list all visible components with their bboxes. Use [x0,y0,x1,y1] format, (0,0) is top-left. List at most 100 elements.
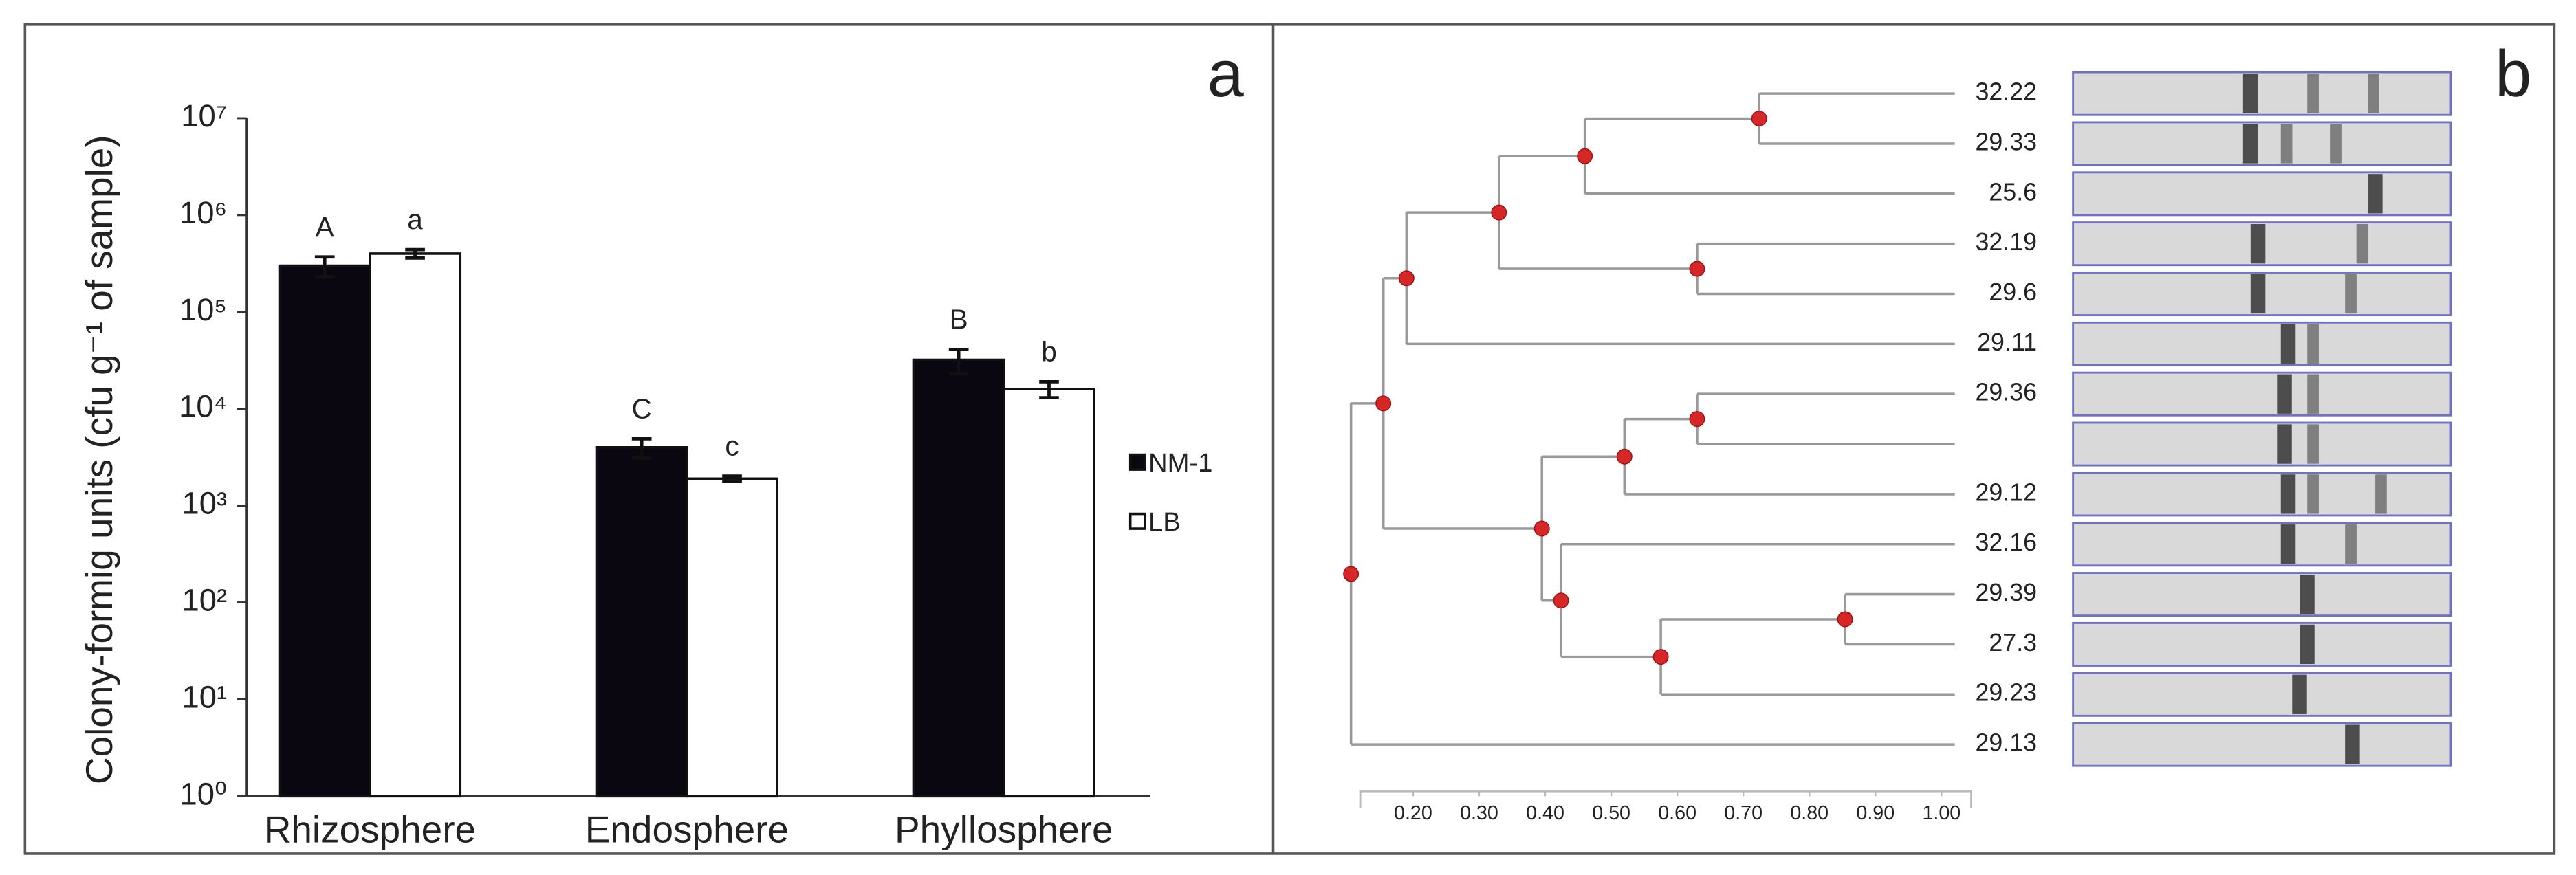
y-tick-label: 10² [182,583,228,618]
bar [278,264,371,798]
panel-label: b [2495,38,2531,111]
frame [23,23,2556,855]
gel-band [2307,324,2319,364]
leaf-label: 29.11 [1977,329,2037,356]
gel-band [2242,74,2258,113]
legend-swatch [1128,512,1147,530]
gel-lane [2072,621,2452,667]
node [1577,148,1593,164]
node [1689,411,1705,428]
legend-label: NM-1 [1148,448,1212,478]
x-axis [1359,790,1972,808]
leaf-label: 29.13 [1975,729,2037,757]
leaf-label: 32.19 [1975,228,2037,256]
x-tick-label: 0.30 [1460,802,1498,824]
leaf-label: 25.6 [1989,178,2037,206]
gel-band [2250,274,2266,314]
leaf-label: 29.33 [1975,128,2037,155]
gel-lane [2072,421,2452,467]
error-bar [631,436,652,460]
x-tick-label: Rhizosphere [264,808,476,850]
error-bar [314,255,335,279]
significance-letter: C [632,392,652,424]
gel-lane [2072,472,2452,517]
x-tick-label: 0.20 [1394,802,1432,824]
x-tick-label: 0.60 [1658,802,1696,824]
gel-band [2280,324,2296,364]
node [1491,204,1507,221]
significance-letter: B [950,303,968,335]
x-tick-label: 0.50 [1592,802,1630,824]
node [1689,261,1705,277]
gel-band [2292,674,2307,714]
significance-letter: a [407,203,423,235]
gel-band [2345,524,2357,564]
gel-band [2280,124,2293,164]
x-tick-label: Endosphere [585,808,789,850]
y-tick-label: 10⁷ [181,98,227,133]
y-axis-label: Colony-formig units (cfu g⁻¹ of sample) [78,135,120,784]
leaf-label: 27.3 [1989,629,2037,656]
gel-lane [2072,572,2452,617]
gel-band [2300,624,2315,665]
gel-lane [2072,371,2452,417]
gel-band [2307,424,2319,464]
x-tick-label: 0.70 [1724,802,1762,824]
node [1837,611,1853,628]
gel-lane [2072,672,2452,717]
gel-lane [2072,321,2452,366]
legend-swatch [1128,453,1147,471]
gel-band [2368,174,2383,214]
node [1375,395,1392,412]
significance-letter: c [725,430,739,462]
gel-lane [2072,121,2452,166]
x-tick-label: 0.80 [1790,802,1829,824]
gel-band [2356,224,2368,264]
gel-band [2345,724,2360,764]
y-tick-label: 10⁵ [179,292,227,327]
node [1751,111,1767,127]
error-bar [1039,380,1059,400]
gel-band [2277,424,2292,464]
node [1553,592,1569,609]
bar [1003,388,1095,798]
bar [912,358,1005,798]
gel-band [2280,524,2296,564]
error-bar [405,247,425,260]
panel-label: a [1208,38,1245,111]
node [1533,520,1550,537]
leaf-label: 29.39 [1975,579,2037,606]
gel-lane [2072,171,2452,217]
gel-band [2375,474,2387,514]
x-tick-label: 1.00 [1922,802,1961,824]
gel-band [2307,74,2319,113]
error-bar [948,347,969,376]
bar [686,477,779,798]
leaf-label: 32.22 [1975,78,2037,106]
node [1398,270,1415,287]
y-tick-label: 10⁶ [179,195,227,230]
node [1652,649,1669,665]
gel-lane [2072,522,2452,567]
node [1616,448,1633,465]
node [1343,566,1360,582]
leaf-label: 29.23 [1975,679,2037,707]
bar [595,445,688,798]
leaf-label: 29.6 [1989,278,2037,306]
gel-lane [2072,722,2452,767]
gel-band [2307,374,2319,414]
significance-letter: A [316,211,334,243]
leaf-label: 29.12 [1975,478,2037,506]
gel-band [2277,374,2292,414]
gel-band [2330,124,2342,164]
x-tick-label: Phyllosphere [895,808,1113,850]
gel-band [2280,474,2296,514]
y-tick-label: 10³ [182,486,228,521]
gel-band [2300,574,2315,614]
legend-label: LB [1148,507,1181,537]
gel-band [2307,474,2319,514]
gel-band [2345,274,2357,314]
error-bar [722,474,742,483]
